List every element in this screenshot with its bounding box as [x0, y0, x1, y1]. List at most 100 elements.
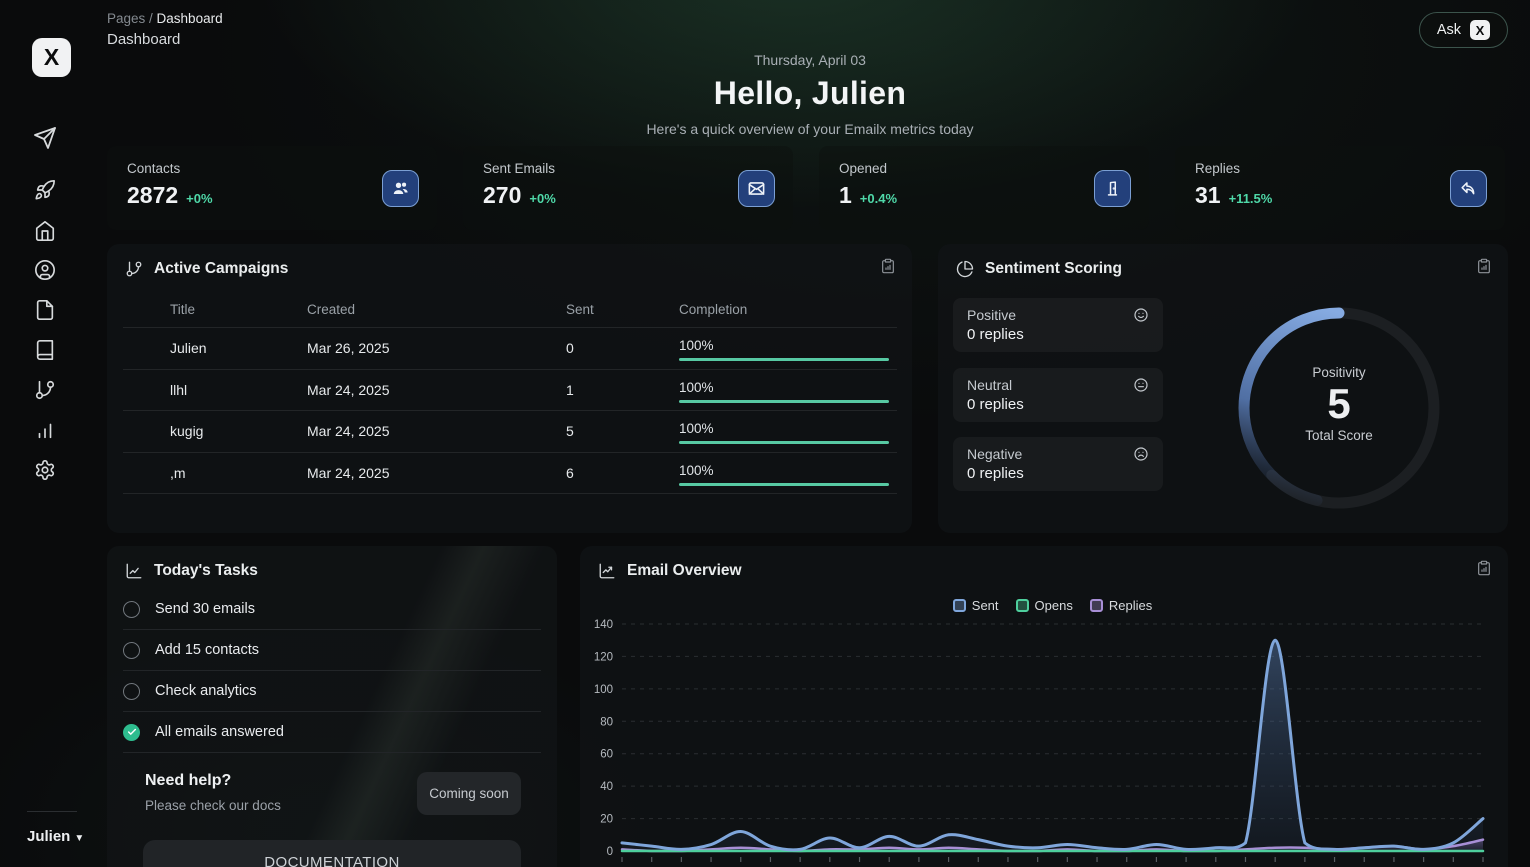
clipboard-chart-icon[interactable] [1476, 258, 1492, 274]
task-row: Check analytics [123, 671, 541, 712]
cell-title: llhl [170, 381, 188, 398]
legend-item[interactable]: Replies [1089, 598, 1152, 613]
stat-delta: +0% [529, 191, 556, 206]
email-overview-panel: Email Overview Sent Opens Replies 0 20 40 60 8… [580, 546, 1508, 867]
stat-card-sent-emails: Sent Emails 270 +0% [463, 146, 793, 230]
col-completion: Completion [679, 302, 748, 317]
breadcrumb-section[interactable]: Pages [107, 11, 146, 26]
cell-completion: 100% [679, 462, 714, 478]
table-row[interactable]: llhl Mar 24, 2025 1 100% [123, 370, 897, 411]
stat-card-opened: Opened 1 +0.4% [819, 146, 1149, 230]
git-branch-icon [35, 380, 55, 400]
home-icon [35, 221, 55, 241]
sidebar: X Julien ▼ [0, 0, 90, 867]
clipboard-chart-icon[interactable] [880, 258, 896, 274]
breadcrumb-current: Dashboard [156, 11, 223, 26]
chart-line-icon [125, 562, 143, 580]
task-checkbox[interactable] [123, 682, 140, 700]
cell-created: Mar 24, 2025 [307, 423, 390, 440]
email-overview-title: Email Overview [627, 562, 742, 579]
reply-icon-button[interactable] [1450, 170, 1487, 207]
gauge-label-top: Positivity [1312, 365, 1366, 380]
cell-sent: 0 [566, 340, 574, 357]
gauge-text: Positivity 5 Total Score [1229, 365, 1449, 443]
cell-sent: 5 [566, 423, 574, 440]
frown-icon [1134, 447, 1148, 461]
email-overview-chart: 0 20 40 60 80 100 120 140 [594, 619, 1485, 862]
sidebar-item-library[interactable] [0, 339, 90, 361]
ask-button[interactable]: Ask X [1418, 12, 1508, 48]
table-row[interactable]: Julien Mar 26, 2025 0 100% [123, 328, 897, 370]
cell-sent: 1 [566, 381, 574, 398]
task-checkbox[interactable] [123, 641, 140, 659]
reply-icon [1461, 182, 1475, 195]
user-name: Julien [27, 828, 71, 845]
page-title: Dashboard [107, 31, 181, 48]
task-label: Add 15 contacts [155, 642, 259, 658]
task-checkbox[interactable] [123, 600, 140, 618]
task-row: Send 30 emails [123, 589, 541, 630]
svg-text:0: 0 [607, 846, 613, 858]
user-menu[interactable]: Julien ▼ [27, 811, 84, 845]
svg-text:120: 120 [594, 651, 613, 663]
sidebar-item-settings[interactable] [0, 459, 90, 481]
sidebar-item-contacts[interactable] [0, 259, 90, 281]
svg-text:20: 20 [600, 814, 613, 826]
legend-item[interactable]: Opens [1015, 598, 1073, 613]
meh-icon [1134, 378, 1148, 392]
ask-label: Ask [1436, 22, 1461, 38]
sentiment-label: Negative [967, 446, 1023, 462]
stat-value: 270 [483, 182, 522, 208]
table-row[interactable]: ,m Mar 24, 2025 6 100% [123, 453, 897, 494]
positivity-gauge [1229, 298, 1449, 518]
col-created: Created [307, 302, 356, 317]
stat-value: 31 [1195, 182, 1221, 208]
mail-icon-button[interactable] [738, 170, 775, 207]
sentiment-title: Sentiment Scoring [985, 260, 1122, 277]
smile-icon [1134, 308, 1148, 322]
sidebar-item-templates[interactable] [0, 299, 90, 321]
task-label: Send 30 emails [155, 601, 255, 617]
sidebar-item-workflows[interactable] [0, 379, 90, 401]
cell-completion: 100% [679, 421, 714, 437]
task-label: All emails answered [155, 724, 284, 740]
door-icon-button[interactable] [1094, 170, 1131, 207]
app-logo[interactable]: X [32, 38, 71, 77]
task-checkbox-checked[interactable] [123, 723, 140, 741]
task-row: Add 15 contacts [123, 630, 541, 671]
stat-delta: +0.4% [859, 191, 898, 206]
gauge-score: 5 [1327, 380, 1351, 427]
contacts-icon-button[interactable] [382, 170, 419, 207]
mail-icon [748, 182, 765, 195]
cell-created: Mar 26, 2025 [307, 340, 390, 357]
git-branch-icon [125, 260, 143, 278]
stat-value: 1 [839, 182, 852, 208]
cell-completion: 100% [679, 379, 714, 395]
sidebar-item-home[interactable] [0, 220, 90, 242]
legend-item[interactable]: Sent [952, 598, 999, 613]
sidebar-item-send[interactable] [0, 126, 90, 150]
legend-swatch-icon [952, 599, 966, 612]
sidebar-item-campaigns[interactable] [0, 179, 90, 201]
ask-logo-icon: X [1470, 20, 1490, 40]
clipboard-chart-icon[interactable] [1476, 560, 1492, 576]
active-campaigns-panel: Active Campaigns Title Created Sent Comp… [107, 244, 912, 533]
campaigns-table: Title Created Sent Completion Julien Mar… [123, 292, 897, 494]
contacts-icon [393, 182, 408, 195]
documentation-button[interactable]: DOCUMENTATION [143, 840, 521, 867]
sentiment-negative-card: Negative 0 replies [953, 437, 1163, 491]
stat-label: Contacts [127, 161, 181, 176]
table-row[interactable]: kugig Mar 24, 2025 5 100% [123, 411, 897, 453]
svg-text:140: 140 [594, 619, 613, 631]
sentiment-scoring-panel: Sentiment Scoring Positive 0 replies Neu… [938, 244, 1508, 533]
cell-created: Mar 24, 2025 [307, 381, 390, 398]
stat-delta: +0% [186, 191, 213, 206]
help-title: Need help? [145, 772, 232, 789]
legend-swatch-icon [1015, 599, 1029, 612]
svg-text:40: 40 [600, 781, 613, 793]
sentiment-neutral-card: Neutral 0 replies [953, 368, 1163, 422]
chart-trend-icon [598, 562, 616, 580]
sentiment-value: 0 replies [967, 396, 1024, 413]
sidebar-item-analytics[interactable] [0, 419, 90, 441]
bar-chart-icon [38, 423, 52, 439]
